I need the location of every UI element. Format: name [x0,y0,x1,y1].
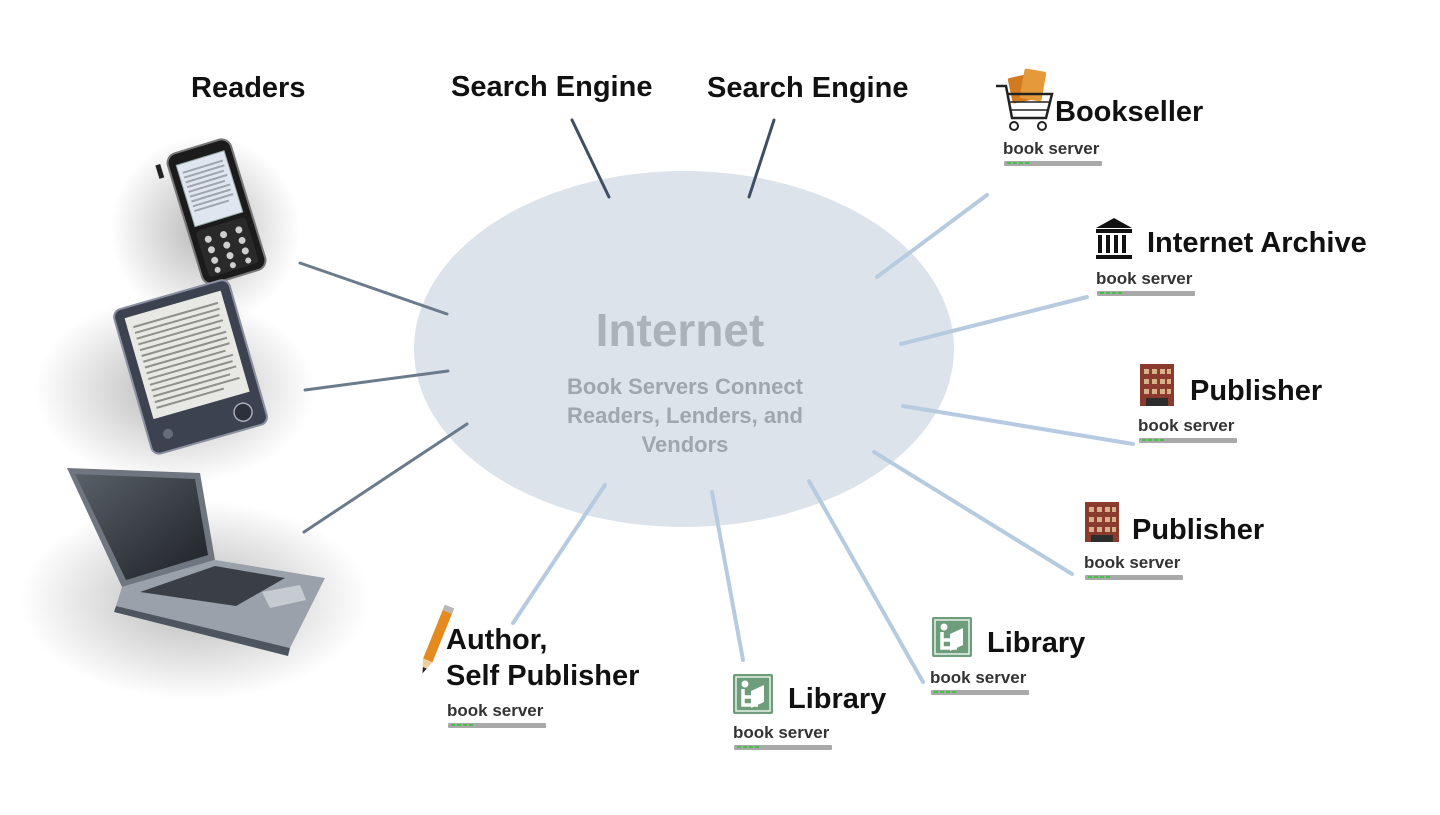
connector-ereader [303,369,450,392]
library-2-book-server: book server [733,723,830,742]
internet-title: Internet [595,304,765,356]
bookseller-server-bar [1004,161,1102,166]
publisher-label-2: Publisher [1132,514,1265,546]
library-1-server-bar [931,690,1029,695]
phone-icon [155,138,267,285]
connector-author [511,483,607,625]
building-icon-2 [1085,502,1119,542]
laptop-icon [67,468,325,656]
connector-search-1 [570,118,611,199]
library-reader-icon-2 [733,674,773,714]
search-engine-label-2: Search Engine [707,72,909,104]
publisher-2-book-server: book server [1084,553,1181,572]
archive-book-server: book server [1096,269,1193,288]
bookseller-label: Bookseller [1055,96,1204,128]
connector-publisher-1 [901,404,1135,446]
connector-phone [298,261,449,316]
building-icon [1140,364,1174,406]
internet-cloud [414,171,954,527]
server-connectors [511,193,1135,684]
readers-label: Readers [191,72,306,104]
library-reader-icon [932,617,972,657]
author-label-line2: Self Publisher [446,660,640,692]
connector-laptop [302,422,469,534]
reader-connectors [298,261,469,534]
publisher-1-book-server: book server [1138,416,1235,435]
publisher-label-1: Publisher [1190,375,1323,407]
library-1-book-server: book server [930,668,1027,687]
search-engine-label-1: Search Engine [451,71,653,103]
archive-label: Internet Archive [1147,227,1367,259]
ereader-icon [113,279,269,455]
pencil-icon [422,604,455,674]
connector-search-2 [747,118,776,199]
archive-server-bar [1097,291,1195,296]
publisher-1-server-bar [1139,438,1237,443]
library-label-1: Library [987,627,1086,659]
author-label-line1: Author, [446,624,548,656]
connector-library-2 [710,490,745,662]
search-connectors [570,118,776,199]
library-2-server-bar [734,745,832,750]
connector-bookseller [875,193,989,279]
internet-subtitle: Book Servers Connect Readers, Lenders, a… [567,374,803,457]
connector-archive [899,295,1089,346]
shopping-cart-books-icon [996,68,1054,131]
author-book-server: book server [447,701,544,720]
library-label-2: Library [788,683,887,715]
connector-publisher-2 [872,450,1074,576]
author-server-bar [448,723,546,728]
connector-library-1 [807,479,925,684]
publisher-2-server-bar [1085,575,1183,580]
archive-columns-icon [1096,218,1132,259]
bookseller-book-server: book server [1003,139,1100,158]
